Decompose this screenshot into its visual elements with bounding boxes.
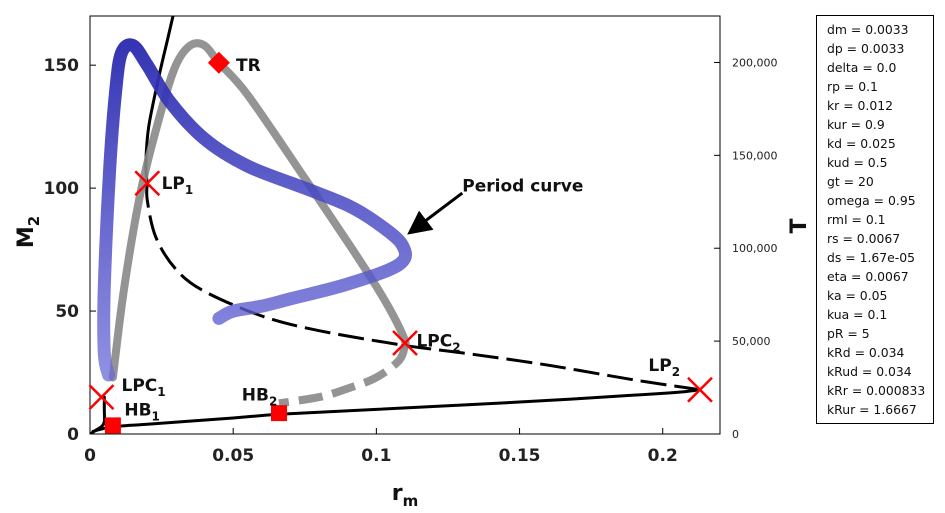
parameter-line: kRd = 0.034	[827, 345, 905, 360]
y-axis-label: M2	[14, 216, 43, 248]
y-tick-label: 150	[44, 56, 80, 76]
torus-marker	[207, 51, 230, 74]
y-axis-label-sub: 2	[25, 216, 43, 226]
x-tick-label: 0.2	[648, 446, 678, 466]
parameter-line: kur = 0.9	[827, 117, 885, 132]
point-label: Period curve	[462, 177, 583, 197]
y2-tick-label: 0	[732, 428, 739, 441]
y-tick-label: 0	[67, 425, 79, 445]
point-label-sub: 2	[269, 395, 277, 409]
parameter-line: kr = 0.012	[827, 98, 894, 113]
hopf-marker	[104, 417, 121, 434]
point-label: HB1	[124, 400, 160, 423]
point-label-sub: 2	[672, 365, 680, 379]
point-label-sub: 2	[452, 341, 460, 355]
parameter-line: omega = 0.95	[827, 193, 916, 208]
x-tick-label: 0	[84, 446, 96, 466]
x-axis-label: rm	[392, 481, 419, 510]
limit-point-marker	[88, 384, 115, 411]
parameter-line: kd = 0.025	[827, 136, 896, 151]
periodic-branch-unstable	[278, 343, 409, 408]
period-curve	[97, 38, 413, 382]
parameter-line: rs = 0.0067	[827, 231, 901, 246]
equilibrium-unstable-line	[145, 183, 701, 392]
period-curve-arrow	[407, 191, 464, 235]
parameter-line: gt = 20	[827, 174, 874, 189]
plot-frame	[89, 15, 721, 435]
point-label-sub: 1	[185, 183, 193, 197]
limit-point-marker	[687, 376, 713, 403]
point-label-sub: 1	[157, 385, 165, 399]
parameter-line: ka = 0.05	[827, 288, 888, 303]
equilibrium-stable-line	[90, 395, 107, 434]
x-tick-label: 0.15	[499, 446, 541, 466]
parameter-box: dm = 0.0033 dp = 0.0033 delta = 0.0 rp = 0.…	[816, 15, 934, 424]
x-tick-label: 0.05	[212, 446, 254, 466]
parameter-line: rmI = 0.1	[827, 212, 886, 227]
point-label: LP2	[648, 356, 680, 379]
point-label-sub: 1	[152, 409, 160, 423]
curves-layer	[90, 16, 702, 434]
equilibrium-stable-line	[91, 388, 702, 433]
y2-tick-label: 50,000	[732, 335, 771, 348]
parameter-line: kRud = 0.034	[827, 364, 912, 379]
y2-axis-label: T	[787, 218, 812, 233]
parameter-line: rp = 0.1	[827, 79, 878, 94]
parameter-line: ds = 1.67e-05	[827, 250, 916, 265]
hopf-marker	[271, 405, 287, 422]
parameter-line: eta = 0.0067	[827, 269, 909, 284]
parameter-line: delta = 0.0	[827, 60, 897, 75]
y-tick-label: 50	[55, 302, 79, 322]
y2-tick-label: 150,000	[732, 149, 778, 162]
y2-tick-label: 100,000	[732, 242, 778, 255]
point-label: HB2	[242, 386, 278, 409]
point-label: LPC1	[122, 376, 166, 399]
limit-point-marker	[134, 170, 161, 197]
parameter-line: dm = 0.0033	[827, 22, 909, 37]
y-tick-label: 100	[44, 179, 80, 199]
parameter-line: kRur = 1.6667	[827, 402, 917, 417]
limit-point-marker	[392, 330, 418, 356]
axes-layer: 0 0.05 0.1 0.15 0.2 0 50 100 150 0 50,000 100,000 15…	[14, 56, 812, 510]
parameter-line: kud = 0.5	[827, 155, 888, 170]
point-label: LP1	[162, 174, 194, 197]
x-axis-label-sub: m	[403, 492, 419, 510]
point-label: TR	[236, 56, 261, 76]
parameter-line: kRr = 0.000833	[827, 383, 926, 398]
y2-tick-label: 200,000	[732, 56, 778, 69]
parameter-line: dp = 0.0033	[827, 41, 905, 56]
parameter-line: kua = 0.1	[827, 307, 888, 322]
markers-layer	[88, 51, 713, 434]
x-tick-label: 0.1	[361, 446, 391, 466]
parameter-line: pR = 5	[827, 326, 870, 341]
point-label: LPC2	[416, 332, 460, 355]
